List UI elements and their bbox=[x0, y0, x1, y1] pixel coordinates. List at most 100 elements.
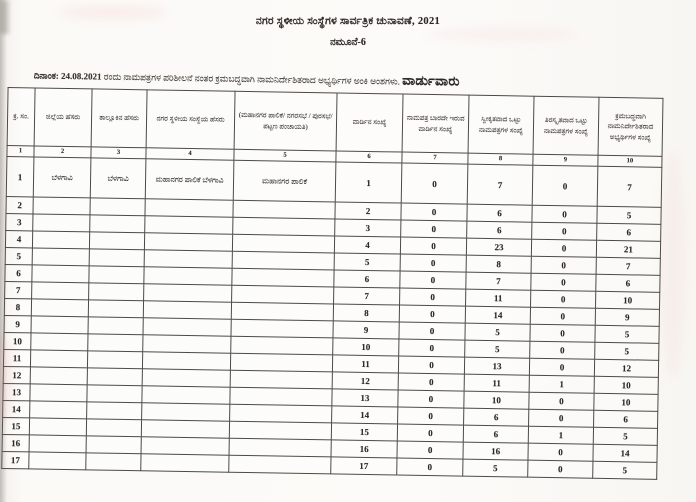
form-number: ನಮೂನೆ-6 bbox=[330, 37, 366, 48]
table-cell: 10 bbox=[594, 376, 659, 395]
table-cell: 6 bbox=[463, 425, 529, 444]
table-cell bbox=[29, 434, 87, 453]
table-cell bbox=[30, 366, 88, 385]
table-cell: 0 bbox=[397, 390, 465, 409]
table-cell: 16 bbox=[462, 442, 529, 461]
table-area: ದಿನಾಂಕ: 24.08.2021 ರಂದು ನಾಮಪತ್ರಗಳ ಪರಿಶೀಲ… bbox=[1, 62, 688, 480]
table-cell bbox=[144, 232, 233, 252]
table-cell bbox=[144, 215, 233, 235]
header-duly-nominated-candidates: ಕ್ರಮಬದ್ಧವಾಗಿ ನಾಮನಿರ್ದೇಶಿತರಾದ ಅಭ್ಯರ್ಥಿಗಳ … bbox=[598, 97, 663, 157]
table-cell bbox=[88, 316, 144, 335]
date-value: 24.08.2021 bbox=[60, 70, 102, 82]
table-cell bbox=[30, 349, 88, 368]
table-cell: 14 bbox=[2, 400, 30, 418]
table-cell: 0 bbox=[398, 322, 466, 341]
table-cell bbox=[141, 436, 230, 456]
table-cell: 0 bbox=[529, 341, 595, 360]
table-cell: 11 bbox=[3, 349, 31, 367]
table-cell bbox=[229, 404, 332, 423]
table-cell bbox=[230, 319, 334, 338]
table-cell: ಬೆಳಗಾವಿ bbox=[90, 157, 146, 199]
table-cell: 7 bbox=[4, 281, 32, 299]
table-cell bbox=[231, 285, 334, 304]
table-cell: 4 bbox=[334, 235, 401, 255]
table-cell: 13 bbox=[464, 357, 530, 376]
table-cell: 21 bbox=[596, 240, 661, 259]
table-cell bbox=[140, 453, 230, 473]
table-cell: 16 bbox=[2, 434, 30, 452]
table-cell: 0 bbox=[400, 220, 467, 239]
header-district-name: ಜಿಲ್ಲೆಯ ಹೆಸರು bbox=[34, 87, 93, 147]
table-cell: 0 bbox=[529, 358, 595, 377]
table-cell: 7 bbox=[333, 286, 400, 306]
table-cell bbox=[31, 264, 90, 283]
table-cell bbox=[230, 353, 333, 372]
table-cell: 3 bbox=[334, 218, 401, 238]
table-cell bbox=[88, 265, 145, 284]
table-cell: 5 bbox=[464, 323, 531, 342]
table-cell: 0 bbox=[530, 307, 596, 326]
table-cell: 6 bbox=[4, 264, 33, 282]
table-cell: 0 bbox=[397, 424, 464, 443]
header-serial-number: ಕ್ರ. ಸಂ. bbox=[7, 87, 36, 146]
table-cell bbox=[30, 332, 89, 351]
header-no-nomination-wards: ನಾಮಪತ್ರ ಬಾರದೇ ಇರುವ ವಾರ್ಡಿನ ಸಂಖ್ಯೆ bbox=[402, 94, 470, 154]
table-cell bbox=[142, 351, 231, 371]
table-cell: 0 bbox=[400, 254, 467, 273]
table-cell: 6 bbox=[593, 410, 658, 429]
table-cell bbox=[31, 281, 89, 300]
table-cell bbox=[28, 451, 87, 470]
table-cell bbox=[29, 417, 87, 436]
table-cell bbox=[232, 217, 335, 236]
table-cell bbox=[142, 317, 232, 337]
table-cell: 2 bbox=[334, 201, 402, 221]
table-cell: 5 bbox=[334, 252, 401, 272]
table-cell bbox=[142, 368, 231, 388]
table-cell: 8 bbox=[4, 298, 32, 316]
table-cell: 0 bbox=[400, 203, 468, 222]
wardwise-label: ವಾರ್ಡುವಾರು bbox=[402, 72, 460, 89]
table-cell: 0 bbox=[528, 392, 595, 411]
table-cell: 12 bbox=[332, 371, 399, 391]
table-cell bbox=[89, 248, 145, 267]
table-cell: 7 bbox=[467, 164, 533, 206]
table-cell: 10 bbox=[332, 337, 399, 357]
table-cell: 10 bbox=[463, 391, 530, 410]
table-cell bbox=[232, 234, 335, 253]
table-cell: 10 bbox=[595, 291, 660, 310]
table-cell: 8 bbox=[333, 303, 400, 323]
table-cell bbox=[232, 200, 336, 219]
table-cell bbox=[142, 334, 231, 354]
table-cell: 0 bbox=[531, 205, 598, 224]
table-cell bbox=[86, 418, 142, 437]
date-text: ರಂದು ನಾಮಪತ್ರಗಳ ಪರಿಶೀಲನೆ ನಂತರ ಕ್ರಮಬದ್ಧವಾಗ… bbox=[103, 71, 400, 87]
table-body: 1 ಬೆಳಗಾವಿ ಬೆಳಗಾವಿ ಮಹಾನಗರ ಪಾಲಿಕೆ ಬೆಳಗಾವಿ ಮಹಾನ… bbox=[1, 156, 662, 480]
table-cell: 8 bbox=[466, 255, 532, 274]
table-cell: 0 bbox=[529, 324, 596, 343]
table-cell bbox=[89, 214, 145, 233]
table-cell: 15 bbox=[2, 417, 30, 435]
table-cell: 11 bbox=[465, 289, 531, 308]
table-cell: 17 bbox=[330, 456, 397, 476]
table-cell: ಮಹಾನಗರ ಪಾಲಿಕೆ ಬೆಳಗಾವಿ bbox=[145, 158, 234, 201]
table-cell bbox=[85, 452, 142, 471]
table-cell: ಮಹಾನಗರ ಪಾಲಿಕೆ bbox=[233, 160, 336, 202]
table-cell: 6 bbox=[595, 274, 661, 293]
table-cell: 0 bbox=[531, 239, 597, 258]
table-cell: 23 bbox=[466, 238, 532, 257]
table-cell bbox=[89, 231, 145, 250]
table-cell: 10 bbox=[3, 332, 32, 350]
table-cell bbox=[29, 383, 88, 402]
table-cell: 14 bbox=[592, 444, 658, 463]
table-cell bbox=[230, 370, 333, 389]
table-cell bbox=[230, 336, 333, 355]
table-cell: 0 bbox=[396, 458, 463, 477]
table-cell: 0 bbox=[398, 356, 465, 375]
table-cell: 12 bbox=[3, 366, 31, 384]
table-cell: 12 bbox=[594, 359, 659, 378]
table-cell: 2 bbox=[5, 196, 34, 214]
table-cell: 0 bbox=[397, 407, 464, 426]
table-cell: 9 bbox=[595, 308, 660, 327]
table-cell bbox=[87, 367, 143, 386]
